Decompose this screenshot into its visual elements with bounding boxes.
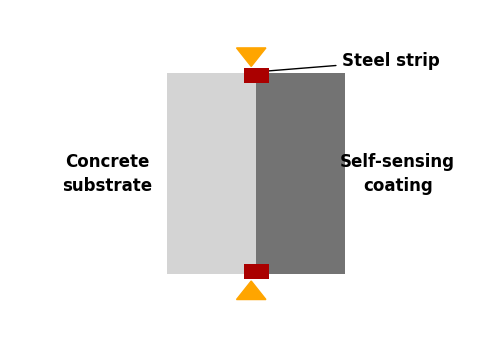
Text: Self-sensing
coating: Self-sensing coating (340, 153, 455, 194)
Bar (244, 68, 268, 83)
Text: Concrete
substrate: Concrete substrate (62, 153, 152, 194)
Bar (167, 73, 256, 275)
Text: Steel strip: Steel strip (261, 52, 440, 72)
Bar (244, 264, 268, 279)
Polygon shape (236, 48, 266, 66)
Bar (256, 73, 346, 275)
Polygon shape (236, 281, 266, 300)
